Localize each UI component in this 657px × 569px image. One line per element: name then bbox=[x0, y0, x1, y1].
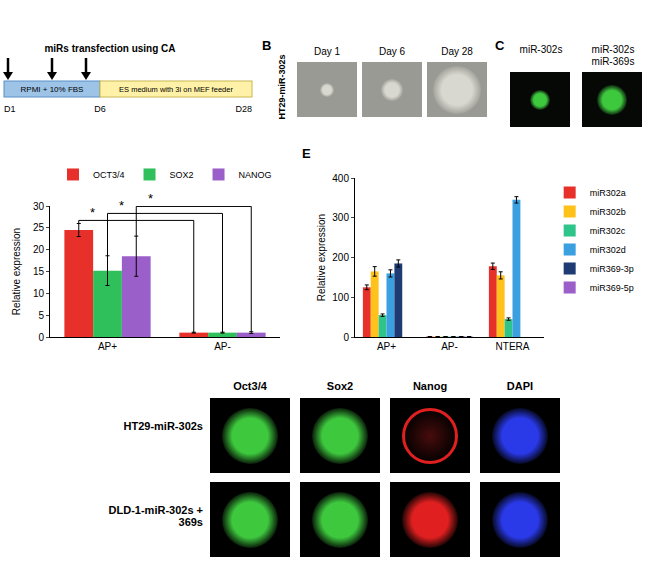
svg-text:NTERA: NTERA bbox=[496, 341, 530, 352]
svg-text:D6: D6 bbox=[94, 104, 106, 114]
svg-text:200: 200 bbox=[332, 252, 349, 263]
svg-text:400: 400 bbox=[332, 173, 349, 184]
svg-text:OCT3/4: OCT3/4 bbox=[93, 170, 125, 180]
svg-text:0: 0 bbox=[343, 332, 349, 343]
svg-text:*: * bbox=[119, 198, 124, 213]
html-text:HT29-miR-302s: HT29-miR-302s bbox=[277, 54, 287, 120]
svg-text:*: * bbox=[90, 205, 95, 220]
svg-text:miR302b: miR302b bbox=[590, 207, 626, 217]
html-text:miR-302s: miR-302s bbox=[519, 44, 563, 55]
html-text:Day 1: Day 1 bbox=[313, 46, 341, 57]
svg-text:*: * bbox=[148, 191, 153, 206]
html-text:DLD-1-miR-302s + 369s: DLD-1-miR-302s + 369s bbox=[108, 504, 203, 528]
svg-text:300: 300 bbox=[332, 212, 349, 223]
html-text:Day 6: Day 6 bbox=[378, 46, 406, 57]
svg-text:ES medium with 3i on MEF feede: ES medium with 3i on MEF feeder bbox=[119, 85, 233, 94]
svg-text:20: 20 bbox=[33, 244, 45, 255]
html-text:Day 28: Day 28 bbox=[441, 46, 473, 57]
svg-text:miR302c: miR302c bbox=[590, 226, 626, 236]
svg-text:miR369-3p: miR369-3p bbox=[590, 264, 634, 274]
html-text:miR-302s miR-369s: miR-302s miR-369s bbox=[591, 44, 635, 67]
svg-text:RPMI + 10% FBS: RPMI + 10% FBS bbox=[21, 85, 84, 94]
html-text:Nanog: Nanog bbox=[412, 380, 448, 392]
svg-text:Relative expression: Relative expression bbox=[316, 214, 327, 301]
html-text:Oct3/4: Oct3/4 bbox=[233, 380, 267, 392]
svg-text:AP+: AP+ bbox=[377, 341, 396, 352]
svg-text:miR302a: miR302a bbox=[590, 188, 626, 198]
svg-text:10: 10 bbox=[33, 288, 45, 299]
svg-text:30: 30 bbox=[33, 201, 45, 212]
svg-text:SOX2: SOX2 bbox=[170, 170, 194, 180]
html-text:HT29-miR-302s: HT29-miR-302s bbox=[123, 420, 203, 432]
svg-text:NANOG: NANOG bbox=[239, 170, 272, 180]
html-text:B: B bbox=[262, 38, 272, 53]
svg-text:D28: D28 bbox=[235, 104, 252, 114]
svg-text:miR369-5p: miR369-5p bbox=[590, 283, 634, 293]
svg-text:25: 25 bbox=[33, 222, 45, 233]
svg-text:D1: D1 bbox=[4, 104, 16, 114]
svg-text:AP-: AP- bbox=[214, 341, 231, 352]
svg-text:miR302d: miR302d bbox=[590, 245, 626, 255]
svg-text:5: 5 bbox=[38, 310, 44, 321]
svg-text:miRs transfection using CA: miRs transfection using CA bbox=[44, 43, 175, 54]
html-text:C: C bbox=[495, 38, 505, 53]
svg-text:AP-: AP- bbox=[441, 341, 458, 352]
svg-text:AP+: AP+ bbox=[98, 341, 117, 352]
html-text:Sox2: Sox2 bbox=[326, 380, 354, 392]
html-text:DAPI: DAPI bbox=[506, 380, 534, 392]
html-text:E: E bbox=[302, 146, 311, 161]
svg-text:0: 0 bbox=[38, 332, 44, 343]
svg-text:100: 100 bbox=[332, 292, 349, 303]
svg-text:15: 15 bbox=[33, 266, 45, 277]
svg-text:Relative expression: Relative expression bbox=[11, 228, 22, 315]
